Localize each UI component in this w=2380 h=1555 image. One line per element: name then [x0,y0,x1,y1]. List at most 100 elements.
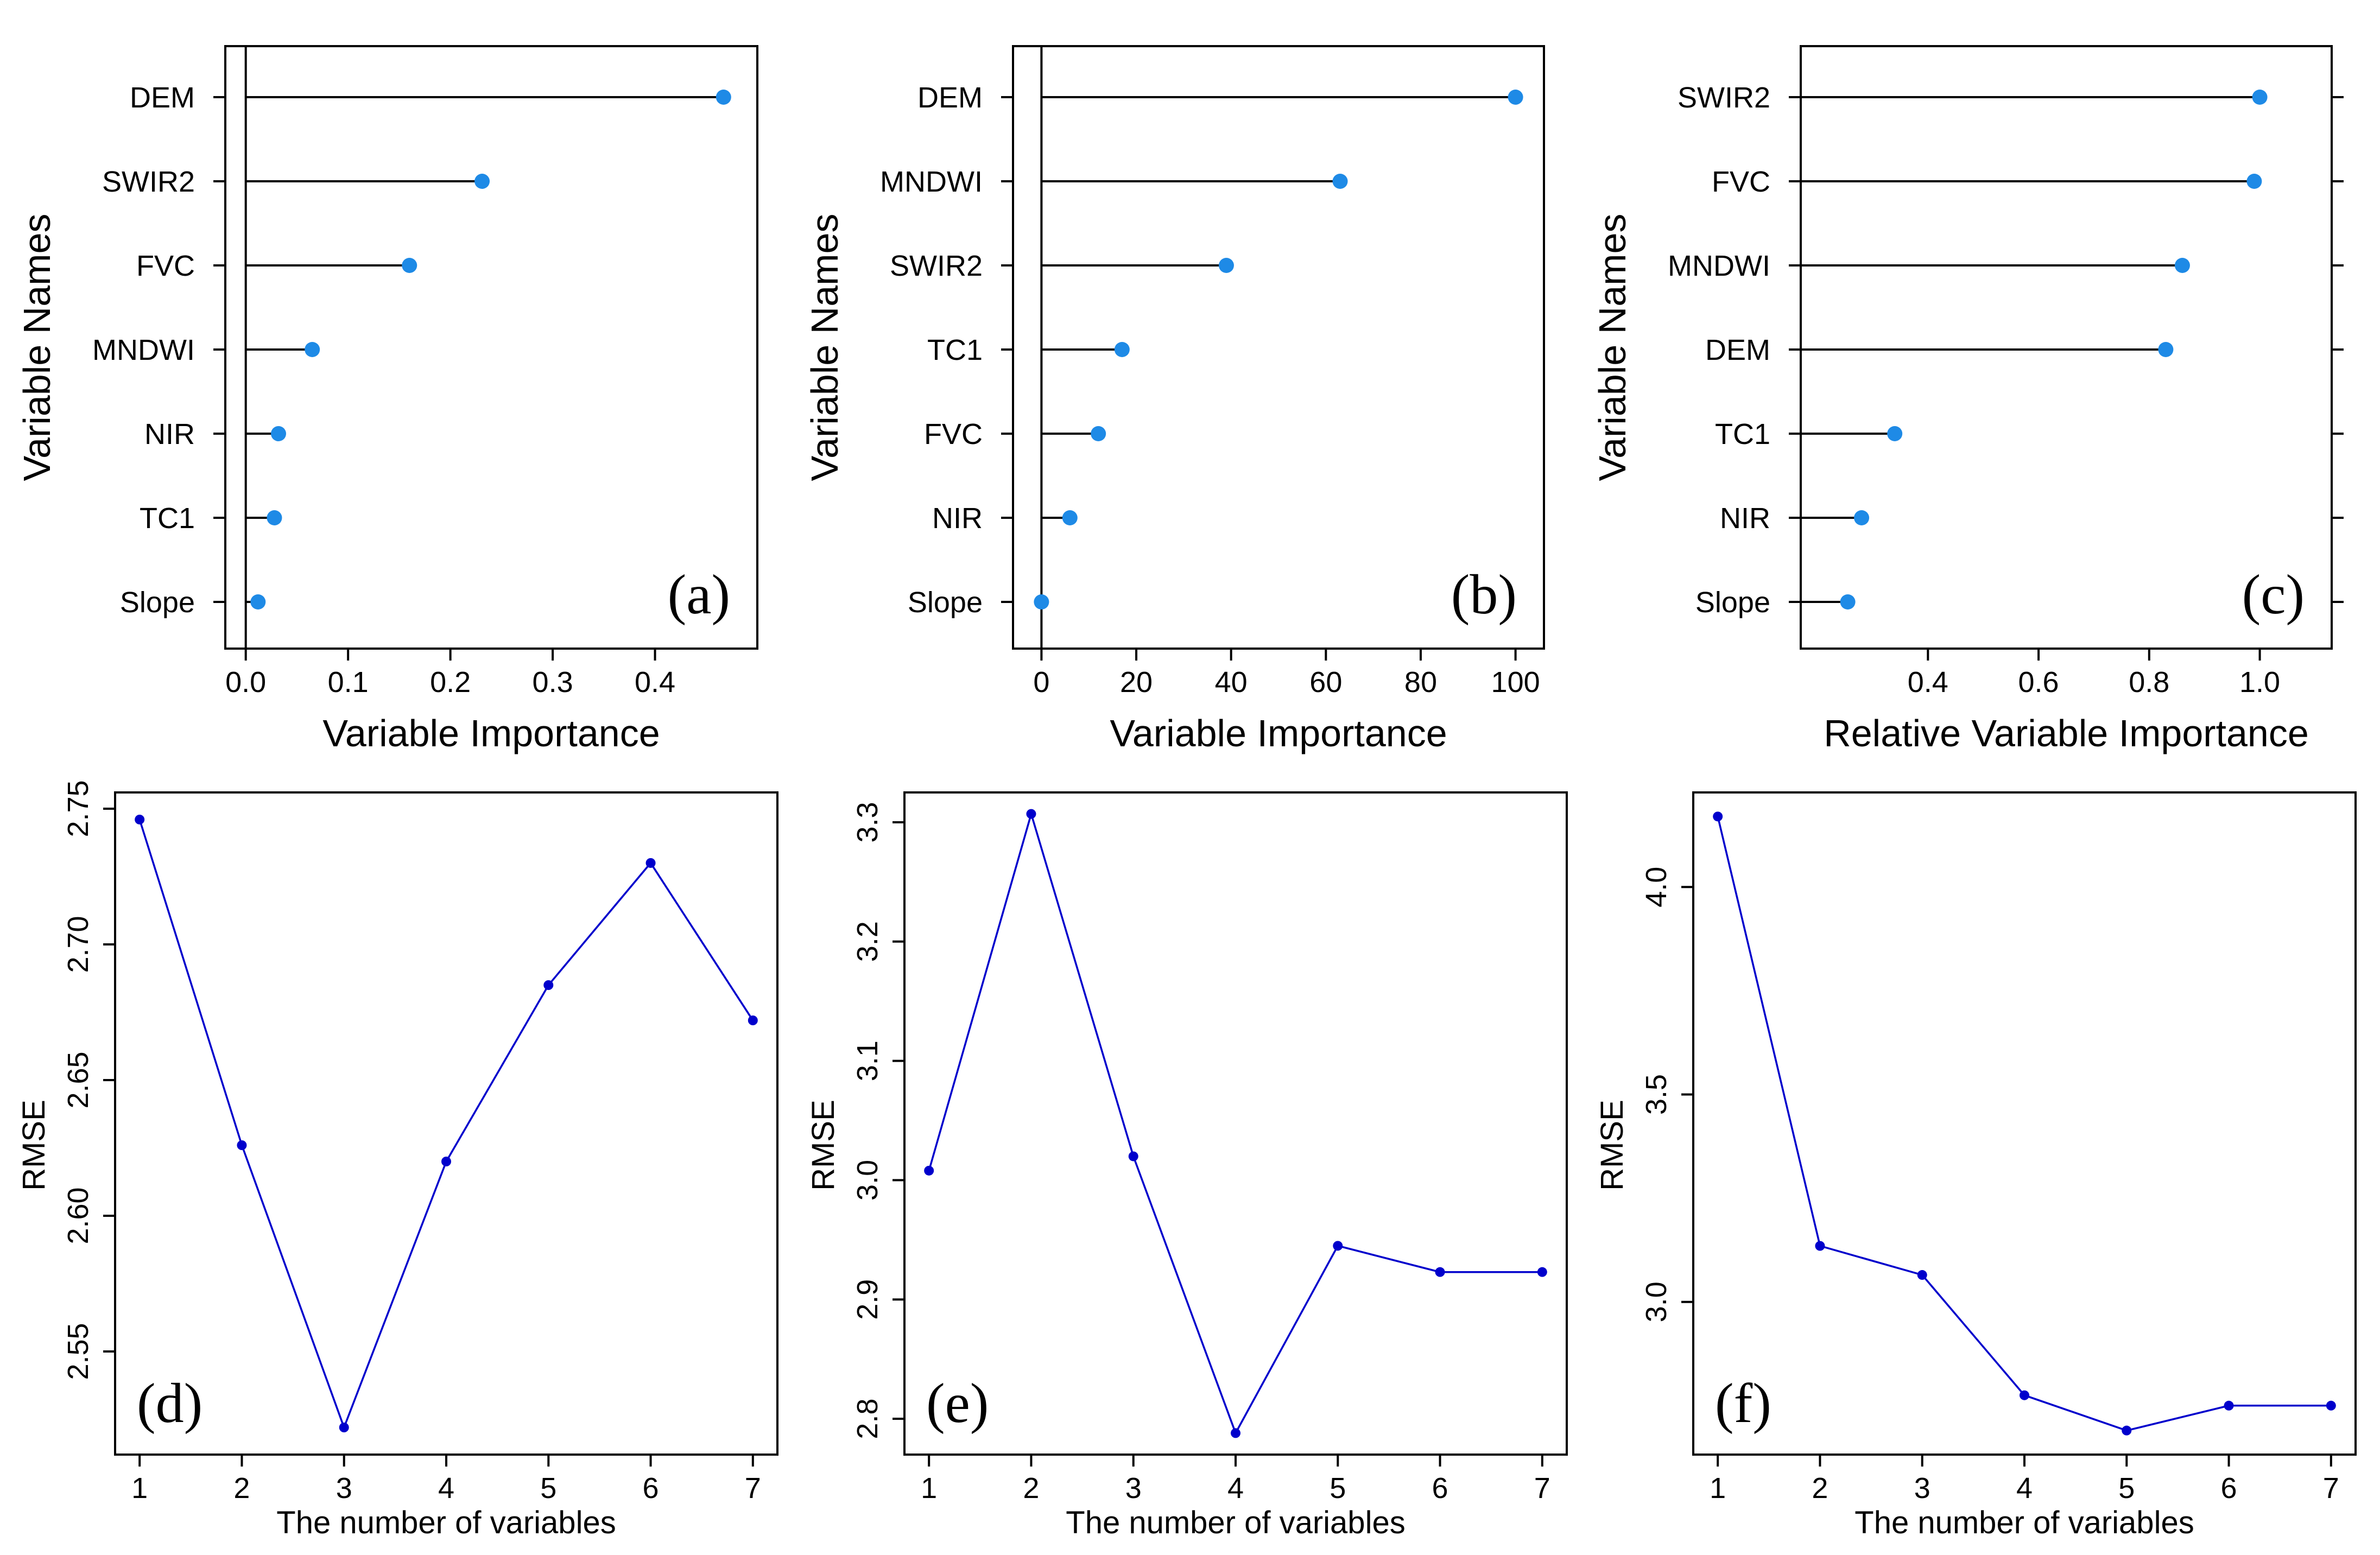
category-label: MNDWI [92,334,195,366]
category-label: DEM [1705,334,1770,366]
data-point [1026,809,1036,819]
lollipop-dot [474,174,490,189]
x-tick-label: 40 [1215,666,1248,699]
category-label: SWIR2 [890,250,983,282]
x-tick-label: 0.4 [1908,666,1948,699]
x-tick-label: 7 [745,1472,761,1505]
panel-e: 1 2 3 4 5 6 7 The number of variables 2.8 2.9 3.0 3… [806,791,1568,1540]
data-point [441,1157,451,1166]
lollipop-dot [2158,342,2174,357]
x-tick-label: 5 [2118,1472,2135,1505]
panel-label: (a) [668,563,730,626]
lollipop-dot [267,510,282,525]
data-point [1333,1241,1343,1251]
x-tick-label: 0.2 [430,666,471,699]
x-tick-label: 6 [1432,1472,1448,1505]
y-tick-label: 2.60 [62,1187,94,1244]
panel-label: (f) [1715,1372,1771,1435]
x-tick-label: 4 [2016,1472,2033,1505]
x-tick-label: 3 [1914,1472,1930,1505]
data-point [1815,1241,1825,1251]
y-axis-title: Variable Names [16,214,58,481]
data-point [924,1165,934,1176]
y-tick-label: 3.5 [1640,1074,1673,1115]
panel-c: 0.4 0.6 0.8 1.0 Relative Variable Importance… [1591,45,2344,754]
category-label: TC1 [1715,418,1770,450]
data-point [1917,1270,1927,1280]
lollipop-dot [271,426,286,441]
lollipop-dot [1062,510,1078,525]
x-axis-title: The number of variables [1854,1505,2194,1540]
x-axis-title: Relative Variable Importance [1824,712,2309,754]
series-line [928,810,1542,1436]
lollipop-dot [2246,174,2262,189]
lollipop-dot [402,258,417,273]
panel-label: (d) [137,1372,202,1435]
category-label: SWIR2 [1678,81,1770,114]
x-axis-title: The number of variables [1066,1505,1405,1540]
y-tick-label: 3.1 [851,1040,884,1081]
lollipop-dot [716,90,731,105]
data-point [2020,1390,2029,1400]
category-label: NIR [144,418,195,450]
x-axis-title: Variable Importance [1110,712,1447,754]
y-tick-label: 4.0 [1640,867,1673,907]
lollipop-dot [1854,510,1870,525]
category-label: DEM [917,81,983,114]
x-tick-label: 2 [1023,1472,1039,1505]
lollipop-dot [1840,594,1856,610]
x-tick-label: 1.0 [2239,666,2280,699]
y-tick-label: 2.75 [62,780,94,837]
y-tick-label: 3.0 [851,1160,884,1201]
panel-a: 0.0 0.1 0.2 0.3 0.4 Variable Importance DEM SWI… [16,45,758,754]
data-point [1435,1267,1445,1277]
x-tick-label: 6 [643,1472,659,1505]
lollipop-dot [2252,90,2268,105]
category-label: Slope [908,586,983,619]
x-tick-label: 3 [1125,1472,1142,1505]
y-tick-label: 3.2 [851,921,884,962]
x-tick-label: 80 [1404,666,1437,699]
x-axis-title: The number of variables [276,1505,616,1540]
x-tick-label: 60 [1309,666,1342,699]
x-tick-label: 0 [1033,666,1049,699]
x-tick-label: 0.0 [225,666,266,699]
x-tick-label: 3 [336,1472,352,1505]
plot-frame [224,45,758,650]
category-label: FVC [924,418,983,450]
x-tick-label: 0.8 [2129,666,2169,699]
data-point [1713,811,1723,822]
data-point [2122,1425,2132,1436]
category-label: Slope [1695,586,1770,619]
data-point [1231,1428,1240,1438]
y-tick-label: 3.0 [1640,1281,1673,1322]
lollipop-dot [1508,90,1523,105]
category-label: NIR [932,502,983,535]
x-tick-label: 0.3 [533,666,573,699]
plot-frame [1800,45,2333,650]
lollipop-dot [1887,426,1903,441]
x-tick-label: 5 [1330,1472,1346,1505]
x-tick-label: 0.1 [328,666,369,699]
x-tick-label: 1 [131,1472,148,1505]
data-point [135,815,145,824]
x-tick-label: 0.6 [2018,666,2059,699]
plot-frame [1692,791,2357,1456]
y-axis-title: RMSE [1594,1100,1630,1191]
x-tick-label: 6 [2221,1472,2237,1505]
y-axis-title: Variable Names [1591,214,1634,481]
y-axis-title: RMSE [16,1100,52,1191]
plot-frame [903,791,1568,1456]
data-point [2224,1400,2234,1411]
panel-b: 0 20 40 60 80 100 Variable Importance DEM MNDWI S… [803,45,1545,754]
y-tick-label: 2.65 [62,1051,94,1108]
data-point [339,1423,349,1432]
category-label: SWIR2 [102,166,195,198]
x-tick-label: 5 [540,1472,556,1505]
category-label: MNDWI [880,166,983,198]
category-label: Slope [120,586,195,619]
x-tick-label: 1 [921,1472,937,1505]
x-tick-label: 4 [438,1472,454,1505]
category-label: FVC [136,250,195,282]
